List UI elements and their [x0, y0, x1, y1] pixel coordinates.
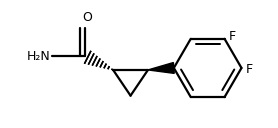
Text: H₂N: H₂N: [27, 50, 50, 63]
Polygon shape: [148, 63, 174, 73]
Text: F: F: [229, 30, 236, 43]
Text: F: F: [245, 63, 253, 76]
Text: O: O: [82, 11, 92, 24]
